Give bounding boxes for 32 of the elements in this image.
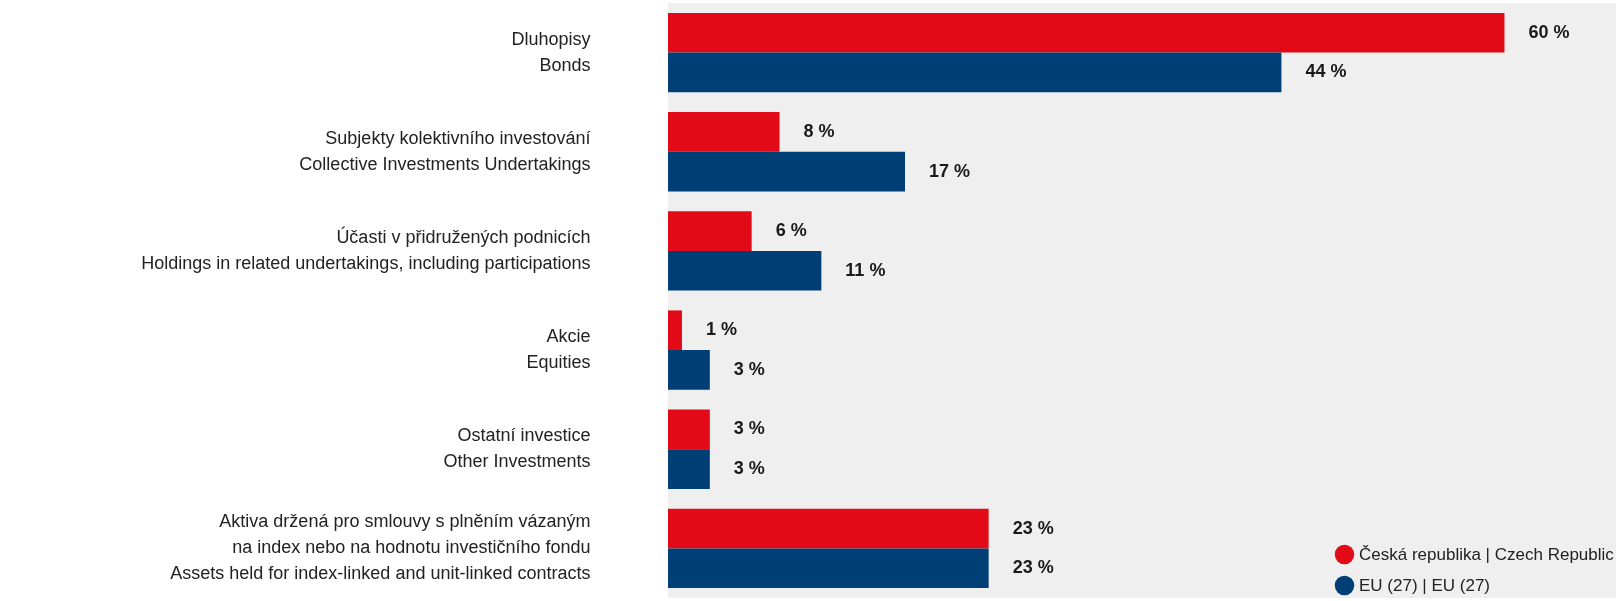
data-label: 60 % bbox=[1528, 21, 1570, 42]
bar bbox=[668, 52, 1282, 93]
data-label: 23 % bbox=[1012, 557, 1054, 578]
data-label: 8 % bbox=[803, 120, 835, 141]
data-label: 1 % bbox=[705, 319, 737, 340]
legend-label: Česká republika | Czech Republic bbox=[1359, 544, 1615, 564]
bar bbox=[668, 250, 822, 291]
data-label: 6 % bbox=[775, 220, 807, 241]
data-label: 11 % bbox=[845, 259, 886, 280]
bar bbox=[668, 409, 710, 450]
y-tick-label: Ostatní investice Other Investments bbox=[443, 425, 591, 472]
bar bbox=[668, 310, 682, 351]
data-label: 23 % bbox=[1012, 517, 1054, 538]
y-tick-label: Dluhopisy Bonds bbox=[511, 28, 591, 75]
bar bbox=[668, 112, 780, 152]
data-label: 44 % bbox=[1305, 61, 1347, 82]
data-label: 3 % bbox=[733, 418, 765, 439]
data-label: 17 % bbox=[929, 160, 971, 181]
y-tick-label: Akcie Equities bbox=[526, 326, 591, 373]
bar bbox=[668, 350, 710, 390]
legend-label: EU (27) | EU (27) bbox=[1359, 575, 1491, 595]
bar bbox=[668, 449, 710, 489]
y-tick-label: Aktiva držená pro smlouvy s plněním vázaným na index nebo na hodnotu investičního fondu Assets held for index-linked and unit-linked contracts bbox=[170, 511, 591, 584]
bar bbox=[668, 12, 1505, 53]
y-tick-label: Subjekty kolektivního investování Collective Investments Undertakings bbox=[299, 127, 591, 174]
bar bbox=[668, 151, 905, 192]
data-label: 3 % bbox=[733, 458, 765, 479]
data-label: 3 % bbox=[733, 358, 765, 379]
bar bbox=[668, 211, 752, 251]
bar bbox=[668, 548, 989, 589]
y-tick-label: Účasti v přidružených podnicích Holdings in related undertakings, including participations bbox=[141, 225, 591, 273]
bar bbox=[668, 508, 989, 549]
